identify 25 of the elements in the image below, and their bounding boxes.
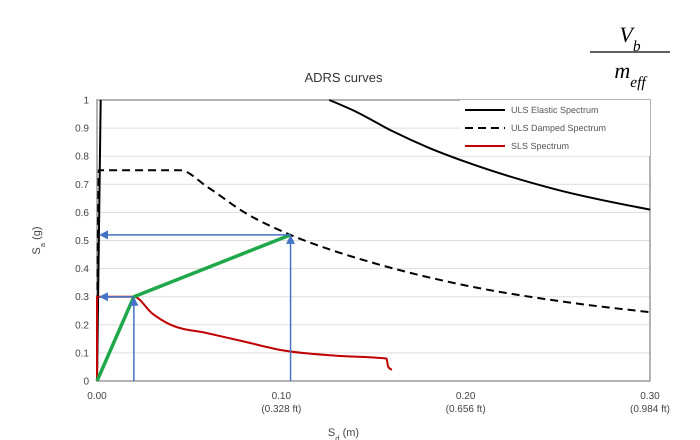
- y-tick-label: 1: [83, 96, 90, 106]
- y-tick-label: 0.7: [75, 180, 90, 191]
- line-series: [96, 296, 393, 382]
- text: (0.328 ft): [261, 404, 302, 415]
- y-tick-label: 0.3: [75, 292, 90, 304]
- legend-label: ULS Damped Spectrum: [511, 123, 606, 134]
- y-tick-label: 0.4: [75, 264, 90, 276]
- x-tick-label: 0.00: [87, 391, 108, 402]
- text: (0.656 ft): [446, 404, 486, 415]
- y-tick-label: 0.9: [75, 124, 90, 135]
- y-tick-label: 0.5: [75, 236, 90, 247]
- text: (0.984 ft): [630, 404, 670, 415]
- text: m$_{eff}$: [614, 58, 648, 90]
- x-tick-label: 0.20: [456, 391, 476, 402]
- y-tick-label: 0: [83, 376, 90, 388]
- y-tick-label: 0.1: [75, 348, 90, 360]
- text: V$_{b}$: [619, 22, 641, 54]
- legend-label: ULS Elastic Spectrum: [511, 105, 599, 116]
- y-tick-label: 0.8: [75, 152, 90, 163]
- y-tick-label: 0.2: [75, 320, 90, 332]
- legend-label: SLS Spectrum: [511, 141, 570, 152]
- x-tick-label: 0.30: [640, 391, 660, 402]
- chart-title: ADRS curves: [304, 70, 384, 85]
- y-tick-label: 0.6: [75, 208, 90, 219]
- x-tick-label: 0.10: [272, 391, 292, 402]
